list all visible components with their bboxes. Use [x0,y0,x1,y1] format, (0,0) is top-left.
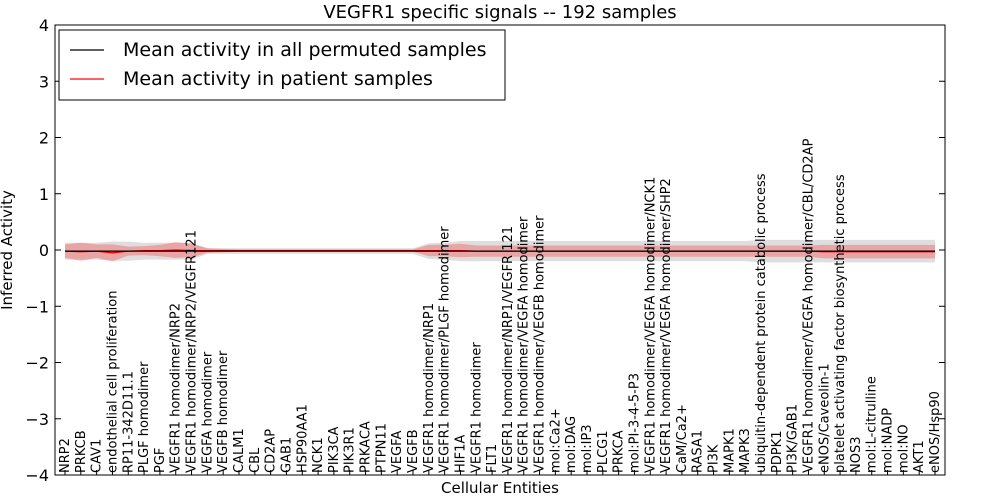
x-tick-label: PI3K [707,444,722,473]
x-tick-label: PRKCB [74,430,89,473]
y-tick-label: −2 [25,354,49,373]
x-tick-label: HIF1A [453,435,468,473]
x-tick-label: CaM/Ca2+ [675,404,690,473]
x-tick-label: VEGFR1 homodimer/VEGFA homodimer/SHP2 [659,178,674,473]
x-tick-label: VEGFA homodimer [200,351,215,473]
x-tick-label: CBL [248,447,263,473]
x-tick-label: PRKACA [359,421,374,473]
x-tick-label: VEGFR1 homodimer/VEGFB homodimer [533,215,548,473]
x-tick-label: VEGFR1 homodimer [469,342,484,473]
x-tick-label: mol:DAG [564,416,579,473]
x-tick-label: AKT1 [912,440,927,473]
y-tick-label: −1 [25,297,49,316]
x-tick-label: PLCG1 [596,430,611,473]
x-tick-label: FLT1 [485,444,500,473]
x-tick-label: mol:NO [896,424,911,473]
y-tick-label: 3 [39,72,49,91]
x-tick-label: VEGFA [390,431,405,473]
x-tick-label: platelet activating factor biosynthetic … [833,174,848,473]
x-tick-label: PGF [153,448,168,473]
y-axis-label: Inferred Activity [0,190,16,310]
x-tick-label: NRP2 [58,438,73,473]
series-lines [64,249,935,254]
x-tick-label: mol:PI-3-4-5-P3 [627,373,642,473]
x-tick-label: VEGFR1 homodimer/NRP1/VEGFR 121 [501,226,516,473]
x-tick-label: mol:IP3 [580,424,595,473]
y-tick-label: 0 [39,241,49,260]
x-tick-label: endothelial cell proliferation [105,291,120,474]
y-axis: −4 −3 −2 −1 0 1 2 3 4 [25,16,945,485]
legend-box [58,29,506,101]
x-tick-label: PRKCA [612,430,627,473]
x-tick-label: MAPK3 [738,428,753,473]
x-tick-label: NOS3 [849,437,864,473]
legend: Mean activity in all permuted samples Me… [58,29,506,101]
y-tick-label: 4 [39,16,49,35]
x-axis: NRP2 PRKCB CAV1 endothelial cell proliferat… [58,138,943,475]
x-tick-label: PLGF homodimer [137,361,152,473]
x-tick-label: mol:L-citrulline [865,376,880,473]
y-tick-label: 2 [39,129,49,148]
x-tick-label: RP11-342D11.1 [121,371,136,473]
x-tick-label: HSP90AA1 [295,404,310,473]
x-tick-label: VEGFB [406,429,421,473]
x-tick-label: VEGFR1 homodimer/PLGF homodimer [438,226,453,473]
x-tick-label: VEGFR1 homodimer/NRP2/VEGFR121 [185,230,200,473]
x-tick-label: eNOS/Hsp90 [928,391,943,473]
x-tick-label: CALM1 [232,428,247,473]
x-tick-label: PIK3R1 [343,427,358,473]
x-tick-label: GAB1 [279,437,294,473]
x-tick-label: VEGFR1 homodimer/VEGFA homodimer/NCK1 [643,177,658,473]
x-tick-label: CD2AP [264,429,279,473]
x-tick-label: ubiquitin-dependent protein catabolic pr… [754,173,769,473]
x-tick-label: PI3K/GAB1 [786,404,801,473]
x-tick-label: MAPK1 [722,428,737,473]
x-tick-label: CAV1 [90,439,105,473]
chart-title: VEGFR1 specific signals -- 192 samples [323,2,676,23]
y-tick-label: −4 [25,466,49,485]
y-tick-label: 1 [39,185,49,204]
x-tick-label: eNOS/Caveolin-1 [817,363,832,473]
x-tick-label: VEGFB homodimer [216,350,231,473]
x-tick-label: PTPN11 [374,423,389,473]
x-tick-label: PIK3CA [327,426,342,473]
x-tick-label: NCK1 [311,437,326,473]
x-tick-label: mol:NADP [881,408,896,473]
x-tick-label: VEGFR1 homodimer/NRP1 [422,303,437,473]
x-tick-label: VEGFR1 homodimer/VEGFA homodimer [517,216,532,473]
x-tick-label: VEGFR1 homodimer/NRP2 [169,303,184,473]
x-tick-label: VEGFR1 homodimer/VEGFA homodimer/CBL/CD2… [801,138,816,473]
y-tick-label: −3 [25,410,49,429]
x-tick-label: mol:Ca2+ [548,408,563,473]
x-tick-label: RASA1 [691,430,706,473]
legend-label-permuted: Mean activity in all permuted samples [123,39,486,61]
x-axis-label: Cellular Entities [441,479,559,497]
x-tick-label: PDPK1 [770,431,785,474]
legend-label-patient: Mean activity in patient samples [123,68,433,90]
